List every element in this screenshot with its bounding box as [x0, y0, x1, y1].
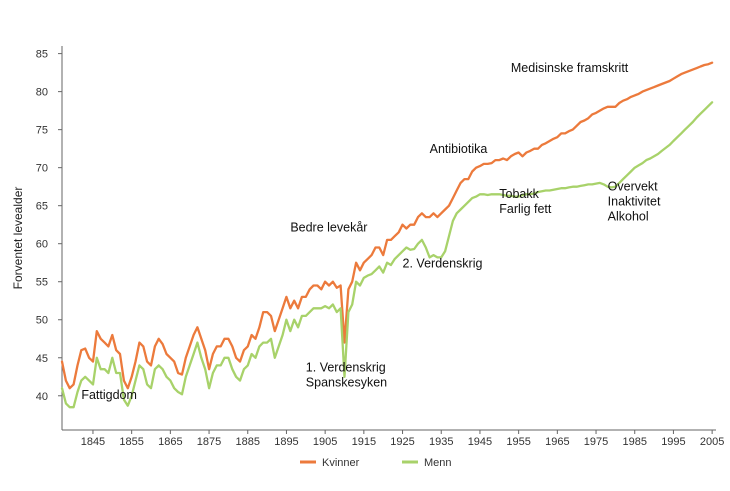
series-layer [60, 61, 714, 409]
legend: Kvinner Menn [300, 457, 452, 469]
y-tick-label: 65 [36, 201, 48, 213]
x-tick-label: 1965 [545, 436, 569, 448]
annotation-verdenskrig1: Spanskesyken [306, 375, 387, 389]
x-tick-label: 1975 [584, 436, 608, 448]
y-ticks: 40 45 50 55 60 65 70 75 80 85 [36, 49, 62, 403]
y-tick-label: 40 [36, 391, 48, 403]
y-tick-label: 55 [36, 277, 48, 289]
x-tick-label: 1945 [468, 436, 492, 448]
x-tick-label: 1995 [661, 436, 685, 448]
x-tick-label: 1915 [352, 436, 376, 448]
annotation-overvekt: Alkohol [608, 209, 649, 223]
series-line-kvinner [60, 61, 714, 390]
annotation-fattigdom: Fattigdom [81, 388, 137, 402]
y-tick-label: 50 [36, 315, 48, 327]
y-tick-label: 60 [36, 239, 48, 251]
x-tick-label: 1895 [274, 436, 298, 448]
x-tick-label: 1875 [197, 436, 221, 448]
annotation-verdenskrig2: 2. Verdenskrig [403, 256, 483, 270]
x-tick-label: 1845 [81, 436, 105, 448]
x-tick-label: 2005 [700, 436, 724, 448]
annotation-overvekt: Inaktivitet [608, 194, 661, 208]
x-tick-label: 1905 [313, 436, 337, 448]
legend-label-menn: Menn [424, 457, 452, 469]
x-tick-label: 1865 [158, 436, 182, 448]
x-ticks: 1845 1855 1865 1875 1885 1895 1905 1915 1925 1935… [81, 430, 724, 448]
y-tick-label: 70 [36, 163, 48, 175]
y-tick-label: 75 [36, 125, 48, 137]
annotation-overvekt: Overvekt [608, 179, 659, 193]
y-axis-label: Forventet levealder [11, 187, 25, 290]
annotation-antibiotika: Antibiotika [430, 142, 488, 156]
annotation-bedre-levekar: Bedre levekår [290, 221, 367, 235]
annotation-medisinske: Medisinske framskritt [511, 61, 629, 75]
y-tick-label: 80 [36, 87, 48, 99]
y-tick-label: 45 [36, 353, 48, 365]
x-tick-label: 1855 [119, 436, 143, 448]
annotation-tobakk: Tobakk [499, 187, 539, 201]
x-tick-label: 1925 [390, 436, 414, 448]
x-tick-label: 1985 [622, 436, 646, 448]
x-tick-label: 1935 [429, 436, 453, 448]
x-tick-label: 1955 [506, 436, 530, 448]
annotation-tobakk: Farlig fett [499, 202, 552, 216]
y-tick-label: 85 [36, 49, 48, 61]
x-tick-label: 1885 [236, 436, 260, 448]
legend-label-kvinner: Kvinner [322, 457, 360, 469]
series-line-menn [60, 101, 714, 409]
annotation-verdenskrig1: 1. Verdenskrig [306, 360, 386, 374]
